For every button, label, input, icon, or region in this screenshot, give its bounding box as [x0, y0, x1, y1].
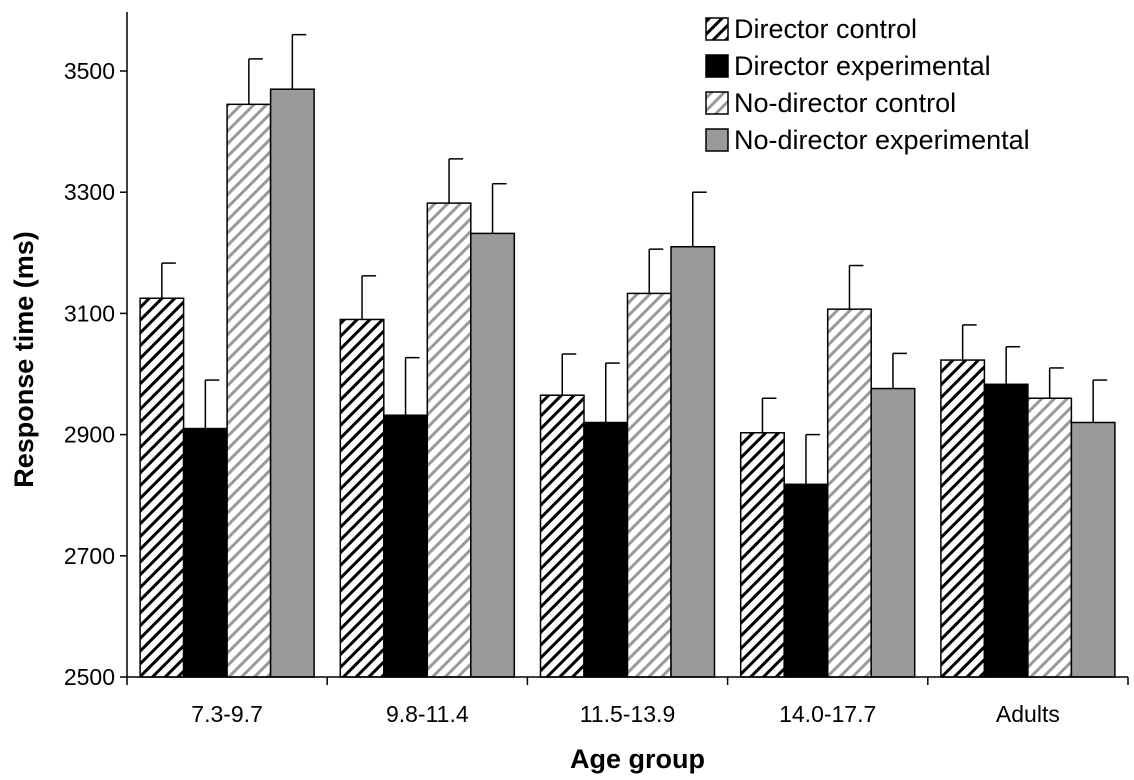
bar-no-director-control-7-3-9-7	[226, 103, 272, 678]
legend-item-director-experimental: Director experimental	[705, 51, 991, 81]
legend-item-director-control: Director control	[705, 14, 917, 44]
x-ticks-layer: 7.3-9.7 9.8-11.4 11.5-13.9 14.0-17.7 Adults	[126, 677, 1129, 727]
legend-item-no-director-control: No-director control	[705, 88, 956, 118]
bars-layer	[139, 88, 1116, 678]
bar-director-experimental-11-5-13-9	[583, 421, 629, 678]
error-bar-no-director-experimental-14-0-17-7	[892, 352, 907, 389]
error-bar-director-control-7-3-9-7	[161, 262, 176, 299]
error-bar-no-director-experimental-9-8-11-4	[491, 182, 507, 234]
error-bar-no-director-control-11-5-13-9	[648, 248, 664, 294]
error-bar-no-director-control-14-0-17-7	[848, 264, 864, 310]
bar-director-control-9-8-11-4	[339, 318, 385, 678]
error-bar-director-control-adults	[961, 324, 977, 361]
bar-director-control-7-3-9-7	[139, 297, 185, 678]
error-bar-director-experimental-7-3-9-7	[204, 379, 220, 429]
y-tick-label-3100: 3100	[64, 300, 115, 326]
legend: Director control Director experimental No-…	[705, 14, 1030, 155]
bar-no-director-control-adults	[1027, 397, 1073, 678]
y-axis-title: Response time (ms)	[9, 231, 39, 488]
bar-director-experimental-14-0-17-7	[783, 483, 829, 678]
error-bar-director-experimental-9-8-11-4	[404, 356, 420, 416]
x-axis-title: Age group	[570, 744, 705, 774]
error-bar-director-experimental-14-0-17-7	[805, 433, 820, 485]
error-bar-director-control-11-5-13-9	[561, 353, 577, 396]
bar-no-director-experimental-9-8-11-4	[470, 232, 516, 678]
x-tick-label-7-3-9-7: 7.3-9.7	[191, 701, 263, 727]
error-bar-no-director-experimental-7-3-9-7	[291, 33, 307, 90]
x-tick-label-9-8-11-4: 9.8-11.4	[386, 701, 469, 727]
error-bar-no-director-control-7-3-9-7	[248, 58, 263, 105]
bar-director-control-adults	[940, 359, 986, 678]
legend-swatch-no-director-experimental	[705, 128, 729, 152]
legend-label-no-director-control: No-director control	[734, 88, 956, 118]
bar-director-control-11-5-13-9	[539, 394, 585, 678]
bar-director-experimental-7-3-9-7	[182, 427, 228, 678]
y-ticks-layer: 2500 2700 2900 3100 3300 3500	[64, 58, 127, 690]
bar-director-control-14-0-17-7	[739, 432, 785, 678]
y-tick-label-3300: 3300	[64, 179, 115, 205]
y-tick-label-2900: 2900	[64, 422, 115, 448]
x-tick-label-adults: Adults	[996, 701, 1060, 727]
axes-layer	[126, 12, 1128, 678]
error-bars-layer	[161, 33, 1108, 485]
y-tick-label-3500: 3500	[64, 58, 115, 84]
x-tick-label-14-0-17-7: 14.0-17.7	[779, 701, 876, 727]
bar-no-director-control-9-8-11-4	[426, 202, 472, 678]
error-bar-director-experimental-adults	[1005, 345, 1021, 385]
bar-no-director-experimental-adults	[1070, 421, 1116, 678]
bar-no-director-control-11-5-13-9	[626, 292, 672, 678]
error-bar-director-experimental-11-5-13-9	[605, 362, 620, 423]
bar-director-experimental-9-8-11-4	[383, 414, 429, 678]
legend-label-director-experimental: Director experimental	[734, 51, 991, 81]
bar-director-experimental-adults	[983, 383, 1029, 678]
y-tick-label-2700: 2700	[64, 543, 115, 569]
error-bar-no-director-experimental-11-5-13-9	[692, 191, 707, 247]
legend-swatch-director-control	[705, 17, 729, 41]
legend-item-no-director-experimental: No-director experimental	[705, 125, 1030, 155]
bar-no-director-control-14-0-17-7	[826, 308, 872, 678]
bar-no-director-experimental-11-5-13-9	[670, 245, 716, 678]
legend-label-no-director-experimental: No-director experimental	[734, 125, 1030, 155]
legend-swatch-director-experimental	[705, 54, 729, 78]
x-tick-label-11-5-13-9: 11.5-13.9	[580, 701, 675, 727]
bar-no-director-experimental-7-3-9-7	[269, 88, 315, 678]
legend-label-director-control: Director control	[734, 14, 917, 44]
error-bar-no-director-experimental-adults	[1092, 379, 1108, 423]
error-bar-director-control-14-0-17-7	[761, 397, 777, 433]
bar-no-director-experimental-14-0-17-7	[870, 387, 916, 678]
error-bar-director-control-9-8-11-4	[361, 275, 377, 320]
error-bar-no-director-control-9-8-11-4	[448, 158, 464, 204]
error-bar-no-director-control-adults	[1048, 367, 1064, 399]
legend-swatch-no-director-control	[705, 91, 729, 115]
y-tick-label-2500: 2500	[64, 664, 115, 690]
